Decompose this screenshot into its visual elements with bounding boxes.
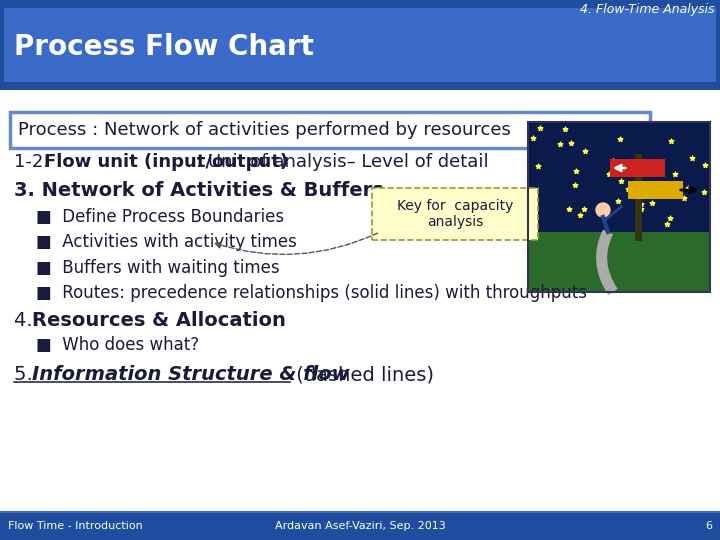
Point — [686, 153, 698, 162]
Point — [633, 183, 644, 191]
Point — [608, 157, 619, 166]
Point — [603, 170, 615, 179]
Point — [634, 181, 646, 190]
Text: 4. Flow-Time Analysis: 4. Flow-Time Analysis — [580, 3, 715, 16]
Point — [699, 161, 711, 170]
Point — [608, 157, 619, 166]
Text: 6: 6 — [705, 521, 712, 531]
Text: ■  Define Process Boundaries: ■ Define Process Boundaries — [36, 208, 284, 226]
Point — [664, 214, 675, 222]
Text: 5.: 5. — [14, 366, 39, 384]
Text: ■  Buffers with waiting times: ■ Buffers with waiting times — [36, 259, 279, 277]
Point — [623, 184, 634, 193]
Text: ■  Who does what?: ■ Who does what? — [36, 336, 199, 354]
Text: Flow Time - Introduction: Flow Time - Introduction — [8, 521, 143, 531]
Text: Process Flow Chart: Process Flow Chart — [14, 33, 314, 61]
Text: ■  Activities with activity times: ■ Activities with activity times — [36, 233, 297, 251]
Point — [635, 200, 647, 208]
FancyBboxPatch shape — [628, 181, 683, 199]
Point — [669, 170, 680, 178]
Text: ■  Routes: precedence relationships (solid lines) with throughputs: ■ Routes: precedence relationships (soli… — [36, 284, 587, 302]
Point — [559, 125, 571, 133]
Point — [647, 199, 658, 207]
Text: Information Structure & flow: Information Structure & flow — [32, 366, 350, 384]
Point — [616, 160, 627, 169]
FancyBboxPatch shape — [10, 112, 650, 148]
Point — [564, 205, 575, 214]
FancyBboxPatch shape — [528, 232, 710, 292]
Point — [527, 133, 539, 142]
Point — [579, 147, 590, 156]
Point — [616, 177, 627, 185]
Point — [565, 138, 577, 147]
Point — [570, 167, 582, 176]
Point — [698, 188, 710, 197]
Text: Key for  capacity
analysis: Key for capacity analysis — [397, 199, 513, 229]
Point — [613, 196, 624, 205]
Point — [528, 210, 540, 219]
Point — [665, 137, 677, 145]
Point — [570, 180, 581, 189]
FancyBboxPatch shape — [0, 0, 720, 90]
Point — [683, 184, 694, 192]
Point — [554, 140, 566, 149]
FancyBboxPatch shape — [4, 8, 716, 82]
Point — [614, 134, 626, 143]
FancyBboxPatch shape — [372, 188, 538, 240]
Point — [578, 205, 590, 213]
Text: (dashed lines): (dashed lines) — [290, 366, 434, 384]
Text: : Unit of analysis– Level of detail: : Unit of analysis– Level of detail — [196, 153, 489, 171]
Text: 4.: 4. — [14, 310, 39, 329]
Point — [661, 219, 672, 228]
Point — [678, 193, 690, 202]
FancyBboxPatch shape — [528, 122, 710, 232]
FancyBboxPatch shape — [0, 512, 720, 540]
Text: 3. Network of Activities & Buffers: 3. Network of Activities & Buffers — [14, 180, 384, 199]
Text: Flow unit (input/output): Flow unit (input/output) — [44, 153, 288, 171]
FancyBboxPatch shape — [0, 90, 720, 512]
Point — [575, 211, 586, 219]
Text: Process : Network of activities performed by resources: Process : Network of activities performe… — [18, 121, 511, 139]
FancyBboxPatch shape — [610, 159, 665, 177]
Point — [533, 162, 544, 171]
Text: Resources & Allocation: Resources & Allocation — [32, 310, 286, 329]
Circle shape — [596, 203, 610, 217]
Point — [534, 124, 546, 132]
Text: 1-2.: 1-2. — [14, 153, 55, 171]
Point — [636, 205, 647, 213]
Text: Ardavan Asef-Vaziri, Sep. 2013: Ardavan Asef-Vaziri, Sep. 2013 — [274, 521, 446, 531]
